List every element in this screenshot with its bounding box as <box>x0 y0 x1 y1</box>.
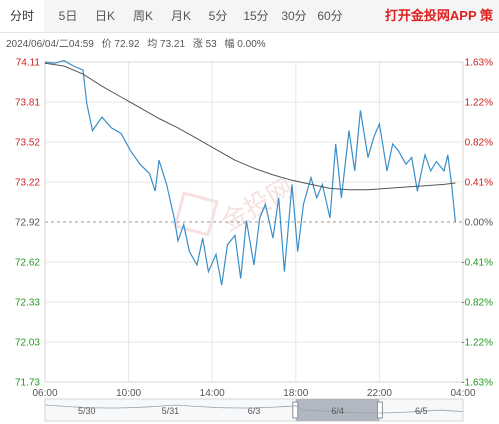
price-tick-label: 73.52 <box>15 138 40 149</box>
period-tab-bar: 分时 5日 日K 周K 月K 5分 15分 30分 60分 打开金投网APP 策 <box>0 0 499 33</box>
price-tick-label: 72.92 <box>15 218 40 229</box>
navigator-date-label: 5/31 <box>162 406 180 416</box>
percent-tick-label: -1.22% <box>461 338 493 349</box>
navigator-handle-left <box>292 401 299 419</box>
tab-60-min[interactable]: 60分 <box>317 9 343 23</box>
watermark-text: 金投网 <box>217 173 300 238</box>
quote-datetime: 2024/06/04/二04:59 <box>6 39 94 50</box>
price-tick-label: 72.03 <box>15 338 40 349</box>
tab-weekly-k[interactable]: 周K <box>132 9 153 23</box>
percent-tick-label: 0.00% <box>465 218 493 229</box>
time-tick-label: 18:00 <box>283 388 308 399</box>
watermark-logo: 金投网 <box>173 173 300 238</box>
time-tick-label: 04:00 <box>450 388 475 399</box>
percent-tick-label: -0.41% <box>461 258 493 269</box>
open-app-link[interactable]: 打开金投网APP 策 <box>384 8 493 23</box>
percent-tick-label: 0.41% <box>465 178 493 189</box>
quote-amplitude: 幅 0.00% <box>224 39 266 50</box>
percent-tick-label: -1.63% <box>461 378 493 389</box>
time-tick-label: 14:00 <box>200 388 225 399</box>
price-axis-labels: 74.11 73.81 73.52 73.22 72.92 72.62 72.33 72.03… <box>15 58 40 389</box>
navigator-handle-right <box>376 401 383 419</box>
price-line <box>44 60 456 286</box>
series-lines <box>44 60 456 286</box>
tab-15-min[interactable]: 15分 <box>243 9 269 23</box>
percent-tick-label: 1.63% <box>465 58 493 69</box>
percent-tick-label: -0.82% <box>461 298 493 309</box>
tab-daily-k[interactable]: 日K <box>94 9 115 23</box>
price-tick-label: 73.81 <box>15 98 40 109</box>
time-tick-label: 22:00 <box>367 388 392 399</box>
quote-change: 涨 53 <box>192 39 217 50</box>
quote-average: 均 73.21 <box>147 39 186 50</box>
quote-info-line: 2024/06/04/二04:59 价 72.92 均 73.21 涨 53 幅… <box>6 35 271 50</box>
navigator-selection <box>295 399 380 421</box>
quote-price: 价 72.92 <box>101 39 140 50</box>
time-axis-labels: 06:00 10:00 14:00 18:00 22:00 04:00 <box>32 388 475 399</box>
navigator-date-label: 6/5 <box>415 406 428 416</box>
time-tick-label: 10:00 <box>116 388 141 399</box>
price-tick-label: 74.11 <box>16 58 41 69</box>
tab-30-min[interactable]: 30分 <box>281 9 307 23</box>
navigator-date-label: 6/3 <box>248 406 261 416</box>
navigator-date-label: 5/30 <box>78 406 96 416</box>
percent-axis-labels: 1.63% 1.22% 0.82% 0.41% 0.00% -0.41% -0.82% -1.… <box>461 58 493 389</box>
price-tick-label: 71.73 <box>15 378 40 389</box>
tab-5-min[interactable]: 5分 <box>208 9 228 23</box>
percent-tick-label: 0.82% <box>465 138 493 149</box>
time-tick-label: 06:00 <box>32 388 57 399</box>
plot-frame <box>44 61 464 383</box>
percent-tick-label: 1.22% <box>465 98 493 109</box>
navigator-overview-line <box>44 404 464 414</box>
tab-intraday[interactable]: 分时 <box>0 0 44 32</box>
price-tick-label: 73.22 <box>15 178 40 189</box>
navigator-date-label: 6/4 <box>331 406 344 416</box>
price-tick-label: 72.33 <box>15 298 40 309</box>
average-line <box>44 62 456 191</box>
tab-monthly-k[interactable]: 月K <box>170 9 191 23</box>
tab-5-day[interactable]: 5日 <box>58 9 78 23</box>
date-range-navigator[interactable]: 5/30 5/31 6/3 6/4 6/5 <box>44 398 464 422</box>
price-tick-label: 72.62 <box>15 258 40 269</box>
